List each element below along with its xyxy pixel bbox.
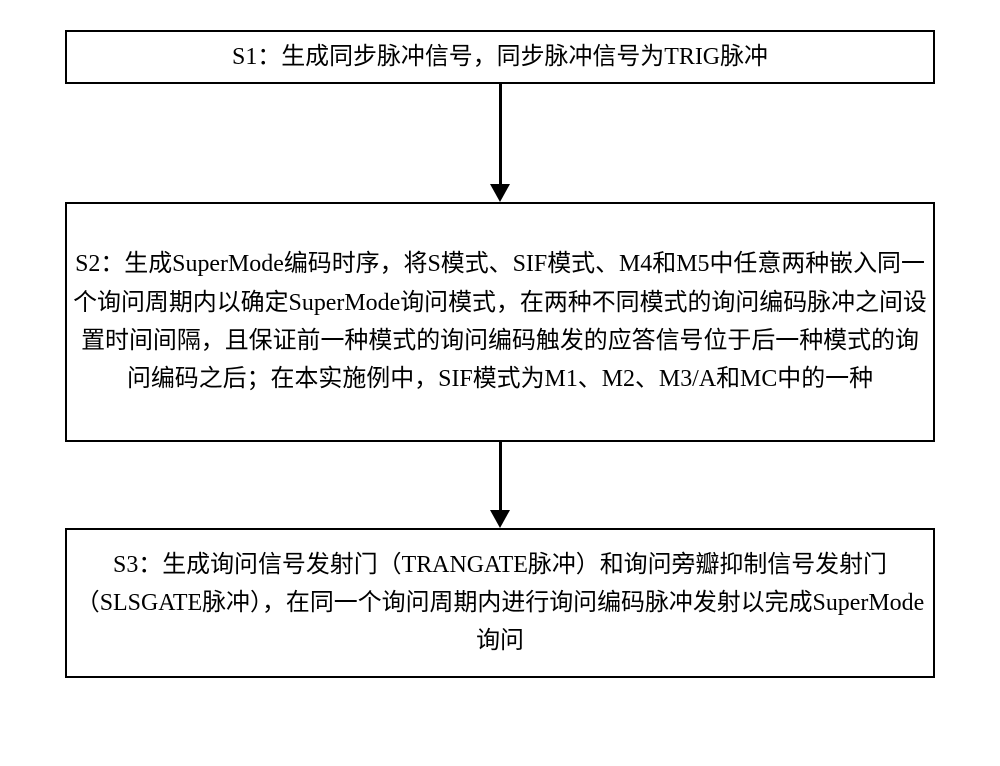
flowchart-container: S1：生成同步脉冲信号，同步脉冲信号为TRIG脉冲 S2：生成SuperMode… bbox=[65, 30, 935, 678]
flowchart-arrow-s1-s2 bbox=[490, 84, 510, 202]
flowchart-node-s2: S2：生成SuperMode编码时序，将S模式、SIF模式、M4和M5中任意两种… bbox=[65, 202, 935, 442]
arrow-line bbox=[499, 442, 502, 510]
flowchart-node-s3: S3：生成询问信号发射门（TRANGATE脉冲）和询问旁瓣抑制信号发射门（SLS… bbox=[65, 528, 935, 678]
arrow-head-icon bbox=[490, 510, 510, 528]
arrow-head-icon bbox=[490, 184, 510, 202]
flowchart-arrow-s2-s3 bbox=[490, 442, 510, 528]
flowchart-node-s1: S1：生成同步脉冲信号，同步脉冲信号为TRIG脉冲 bbox=[65, 30, 935, 84]
node-s3-text: S3：生成询问信号发射门（TRANGATE脉冲）和询问旁瓣抑制信号发射门（SLS… bbox=[67, 546, 933, 661]
node-s2-text: S2：生成SuperMode编码时序，将S模式、SIF模式、M4和M5中任意两种… bbox=[67, 245, 933, 398]
arrow-line bbox=[499, 84, 502, 184]
node-s1-text: S1：生成同步脉冲信号，同步脉冲信号为TRIG脉冲 bbox=[67, 38, 933, 76]
